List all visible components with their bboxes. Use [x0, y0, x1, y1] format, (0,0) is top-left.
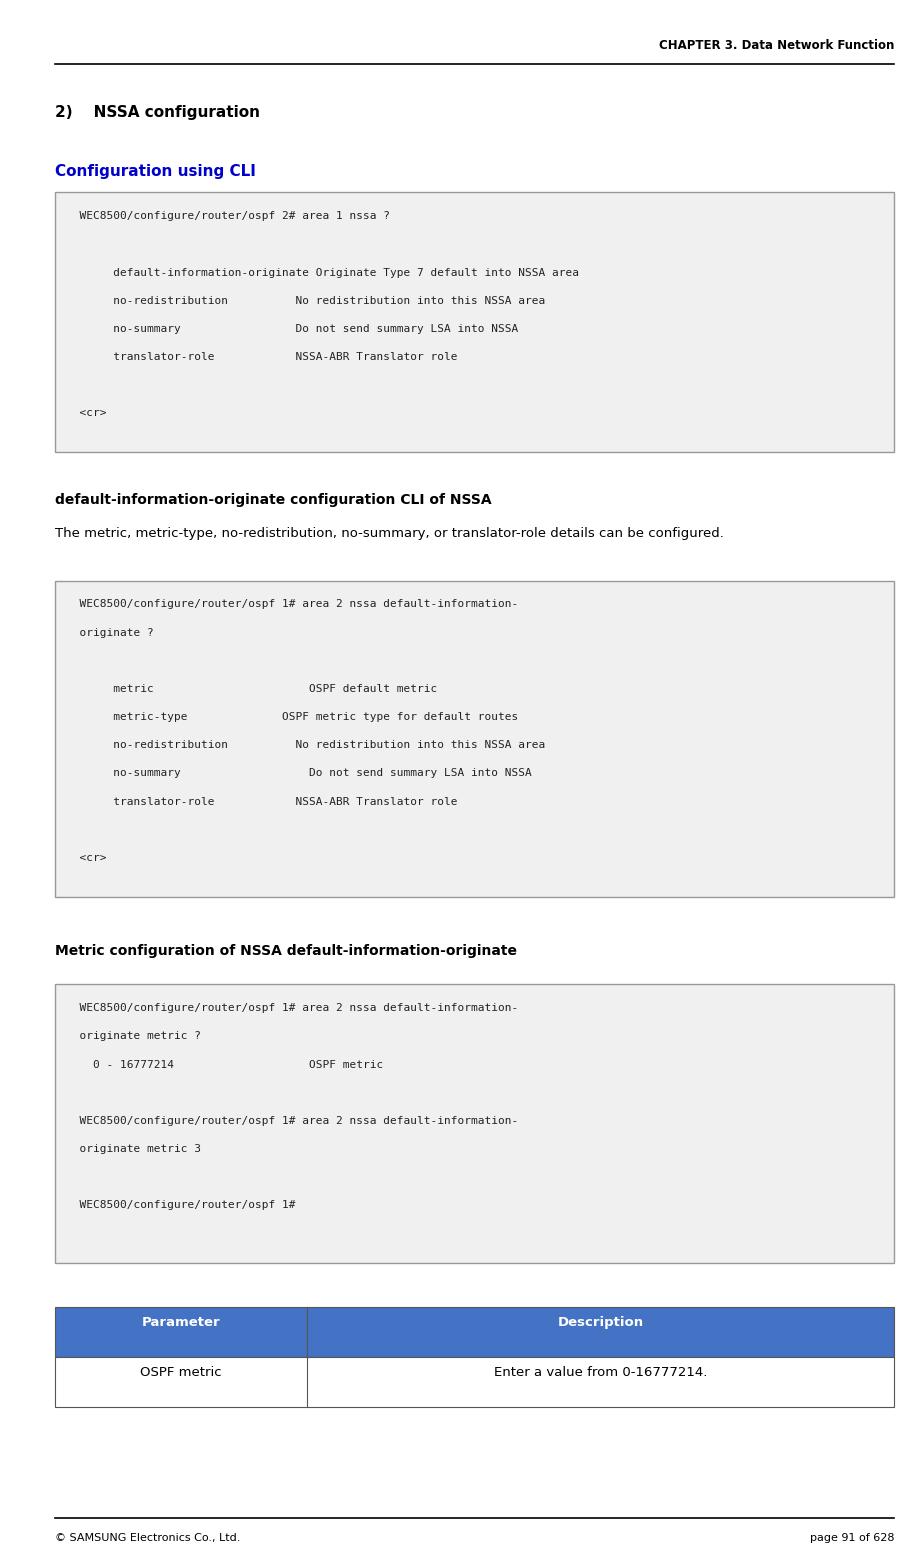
Text: 0 - 16777214                    OSPF metric: 0 - 16777214 OSPF metric	[66, 1060, 384, 1069]
Text: WEC8500/configure/router/ospf 1#: WEC8500/configure/router/ospf 1#	[66, 1200, 296, 1210]
Text: WEC8500/configure/router/ospf 1# area 2 nssa default-information-: WEC8500/configure/router/ospf 1# area 2 …	[66, 1116, 519, 1125]
Text: WEC8500/configure/router/ospf 1# area 2 nssa default-information-: WEC8500/configure/router/ospf 1# area 2 …	[66, 1003, 519, 1013]
Text: Enter a value from 0-16777214.: Enter a value from 0-16777214.	[494, 1366, 707, 1379]
Text: Parameter: Parameter	[142, 1316, 220, 1329]
Text: metric                       OSPF default metric: metric OSPF default metric	[66, 684, 438, 693]
Text: Configuration using CLI: Configuration using CLI	[55, 164, 256, 180]
FancyBboxPatch shape	[55, 984, 894, 1263]
FancyBboxPatch shape	[55, 581, 894, 897]
Text: no-redistribution          No redistribution into this NSSA area: no-redistribution No redistribution into…	[66, 740, 546, 750]
Text: Metric configuration of NSSA default-information-originate: Metric configuration of NSSA default-inf…	[55, 944, 517, 958]
FancyBboxPatch shape	[55, 1307, 894, 1357]
Text: originate ?: originate ?	[66, 628, 154, 637]
Text: translator-role            NSSA-ABR Translator role: translator-role NSSA-ABR Translator role	[66, 352, 458, 362]
Text: WEC8500/configure/router/ospf 2# area 1 nssa ?: WEC8500/configure/router/ospf 2# area 1 …	[66, 211, 390, 221]
Text: CHAPTER 3. Data Network Function: CHAPTER 3. Data Network Function	[659, 39, 894, 52]
Text: default-information-originate Originate Type 7 default into NSSA area: default-information-originate Originate …	[66, 268, 579, 277]
Text: <cr>: <cr>	[66, 408, 107, 418]
FancyBboxPatch shape	[55, 192, 894, 452]
Text: default-information-originate configuration CLI of NSSA: default-information-originate configurat…	[55, 493, 492, 507]
Text: no-summary                 Do not send summary LSA into NSSA: no-summary Do not send summary LSA into …	[66, 324, 519, 333]
Text: WEC8500/configure/router/ospf 1# area 2 nssa default-information-: WEC8500/configure/router/ospf 1# area 2 …	[66, 599, 519, 609]
Text: 2)    NSSA configuration: 2) NSSA configuration	[55, 105, 260, 121]
Text: page 91 of 628: page 91 of 628	[810, 1534, 894, 1543]
Text: © SAMSUNG Electronics Co., Ltd.: © SAMSUNG Electronics Co., Ltd.	[55, 1534, 241, 1543]
Text: metric-type              OSPF metric type for default routes: metric-type OSPF metric type for default…	[66, 712, 519, 721]
Text: OSPF metric: OSPF metric	[140, 1366, 222, 1379]
Text: no-redistribution          No redistribution into this NSSA area: no-redistribution No redistribution into…	[66, 296, 546, 305]
Text: originate metric ?: originate metric ?	[66, 1031, 201, 1041]
Text: <cr>: <cr>	[66, 853, 107, 862]
Text: Description: Description	[558, 1316, 644, 1329]
Text: no-summary                   Do not send summary LSA into NSSA: no-summary Do not send summary LSA into …	[66, 768, 532, 778]
Text: The metric, metric-type, no-redistribution, no-summary, or translator-role detai: The metric, metric-type, no-redistributi…	[55, 527, 724, 540]
Text: originate metric 3: originate metric 3	[66, 1144, 201, 1153]
Text: translator-role            NSSA-ABR Translator role: translator-role NSSA-ABR Translator role	[66, 797, 458, 806]
FancyBboxPatch shape	[55, 1357, 894, 1407]
